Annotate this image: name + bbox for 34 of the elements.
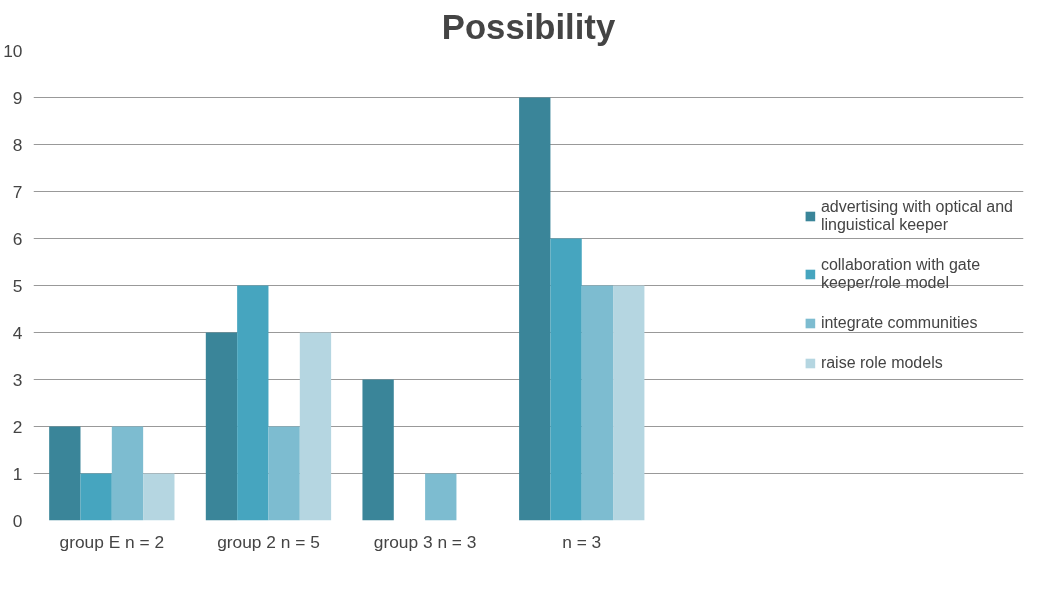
y-tick-label: 0: [12, 510, 23, 531]
x-tick-label: n = 3: [562, 531, 602, 552]
bar: [268, 426, 300, 521]
legend-label: raise role models: [820, 354, 943, 372]
y-tick-label: 10: [3, 40, 23, 61]
bar: [519, 97, 551, 521]
y-tick-label: 5: [12, 275, 23, 296]
y-tick-label: 9: [12, 87, 23, 108]
bar: [80, 473, 112, 521]
y-tick-label: 6: [12, 228, 23, 249]
y-tick-label: 7: [12, 181, 23, 202]
legend-label: collaboration with gate keeper/role model: [820, 256, 981, 292]
bar: [550, 238, 582, 521]
x-tick-label: group 2 n = 5: [217, 531, 320, 552]
x-tick-label: group 3 n = 3: [373, 531, 477, 552]
x-tick-label: group E n = 2: [59, 531, 165, 552]
bar: [143, 473, 175, 521]
y-tick-label: 4: [12, 322, 23, 343]
bar: [299, 332, 332, 521]
y-tick-label: 2: [12, 416, 23, 437]
legend-label: advertising with optical and linguistical keeper: [820, 198, 1013, 234]
bar: [425, 473, 457, 521]
y-tick-label: 3: [12, 369, 23, 390]
bar: [205, 332, 238, 521]
bar: [613, 285, 645, 521]
bar: [237, 285, 269, 521]
chart-title: Possibility: [441, 7, 616, 46]
bar: [49, 426, 81, 521]
y-tick-label: 8: [12, 134, 23, 155]
bar: [362, 379, 394, 521]
bar: [581, 285, 614, 521]
legend-label: integrate communities: [820, 314, 978, 332]
bar: [111, 426, 144, 521]
y-tick-label: 1: [12, 463, 23, 484]
